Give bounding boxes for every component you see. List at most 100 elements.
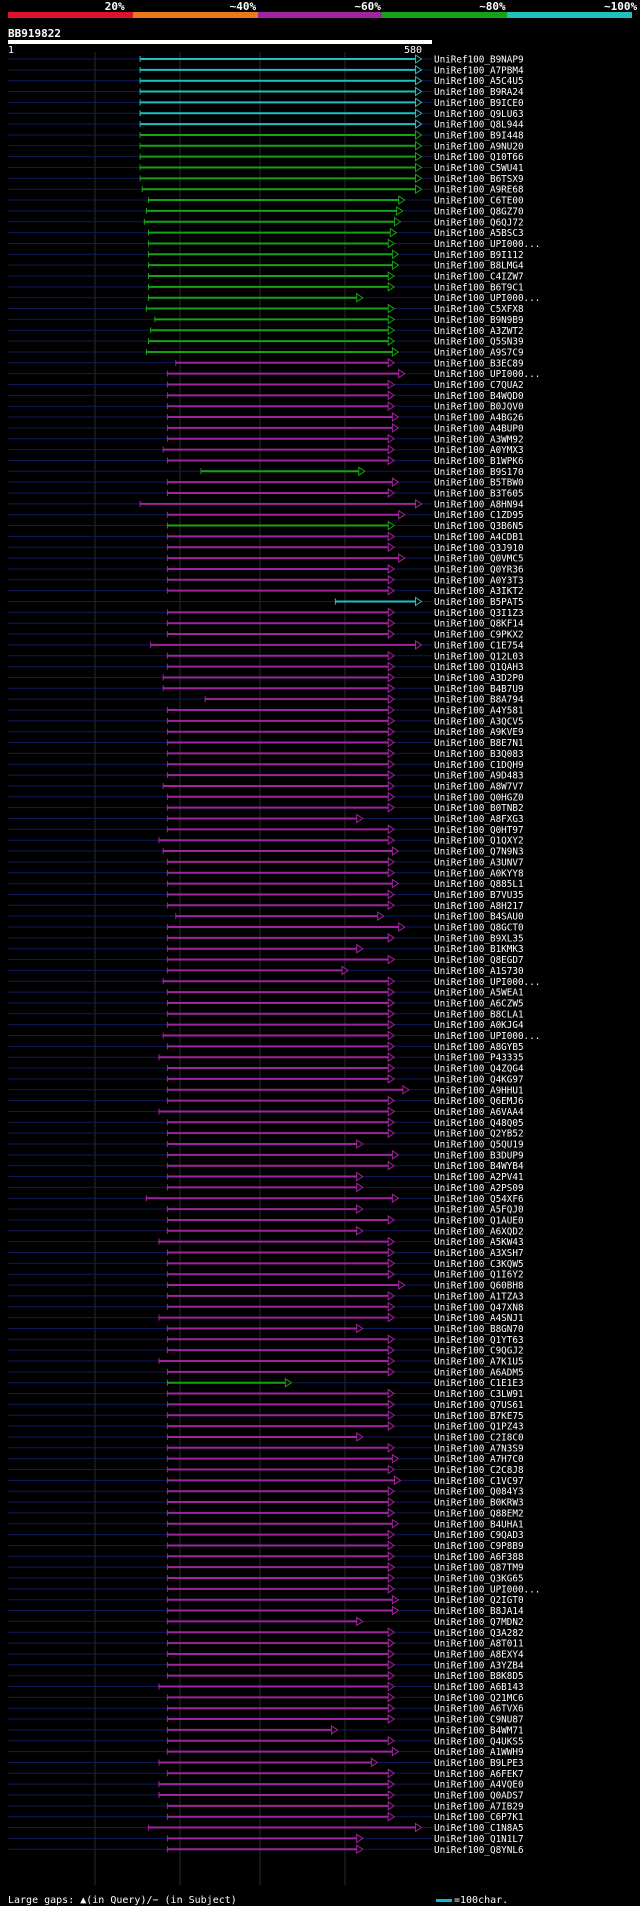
hit-label[interactable]: UniRef100_Q1PZ43: [434, 1422, 524, 1433]
hit-label[interactable]: UniRef100_Q9LU63: [434, 109, 524, 120]
hit-label[interactable]: UniRef100_A6VAA4: [434, 1107, 524, 1118]
hit-label[interactable]: UniRef100_B6T9C1: [434, 282, 524, 293]
hit-label[interactable]: UniRef100_Q1QAH3: [434, 662, 524, 673]
hit-label[interactable]: UniRef100_B5PAT5: [434, 597, 524, 608]
hit-label[interactable]: UniRef100_C5WU41: [434, 163, 524, 174]
hit-label[interactable]: UniRef100_Q47XN8: [434, 1302, 524, 1313]
hit-label[interactable]: UniRef100_B1WPK6: [434, 456, 524, 467]
hit-label[interactable]: UniRef100_Q1I6Y2: [434, 1270, 524, 1281]
hit-label[interactable]: UniRef100_A9KVE9: [434, 727, 524, 738]
hit-label[interactable]: UniRef100_B4B7U9: [434, 684, 524, 695]
hit-label[interactable]: UniRef100_C1ZD95: [434, 510, 524, 521]
hit-label[interactable]: UniRef100_A6B143: [434, 1682, 524, 1693]
hit-label[interactable]: UniRef100_A8H217: [434, 901, 524, 912]
hit-label[interactable]: UniRef100_A6FEK7: [434, 1769, 524, 1780]
hit-label[interactable]: UniRef100_B1KMK3: [434, 944, 524, 955]
hit-label[interactable]: UniRef100_Q88EM2: [434, 1508, 524, 1519]
hit-label[interactable]: UniRef100_Q8KF14: [434, 619, 524, 630]
hit-label[interactable]: UniRef100_Q3A282: [434, 1628, 524, 1639]
hit-label[interactable]: UniRef100_A5WEA1: [434, 988, 524, 999]
hit-label[interactable]: UniRef100_A2PV41: [434, 1172, 524, 1183]
hit-label[interactable]: UniRef100_B3EC89: [434, 358, 524, 369]
hit-label[interactable]: UniRef100_B9ICE0: [434, 98, 524, 109]
hit-label[interactable]: UniRef100_B9LPE3: [434, 1758, 524, 1769]
hit-label[interactable]: UniRef100_A9S7C9: [434, 347, 524, 358]
hit-label[interactable]: UniRef100_B8JA14: [434, 1606, 524, 1617]
hit-label[interactable]: UniRef100_B7VU35: [434, 890, 524, 901]
hit-label[interactable]: UniRef100_C1VC97: [434, 1476, 524, 1487]
hit-label[interactable]: UniRef100_B8A794: [434, 695, 524, 706]
hit-label[interactable]: UniRef100_A5KW43: [434, 1237, 524, 1248]
hit-label[interactable]: UniRef100_A8HN94: [434, 499, 524, 510]
hit-label[interactable]: UniRef100_A8W7V7: [434, 781, 524, 792]
hit-label[interactable]: UniRef100_P43335: [434, 1053, 524, 1064]
hit-label[interactable]: UniRef100_B8K8D5: [434, 1671, 524, 1682]
hit-label[interactable]: UniRef100_A1WWH9: [434, 1747, 524, 1758]
hit-label[interactable]: UniRef100_Q1N1L7: [434, 1834, 524, 1845]
hit-label[interactable]: UniRef100_Q2IGT0: [434, 1595, 524, 1606]
hit-label[interactable]: UniRef100_Q4ZQG4: [434, 1064, 524, 1075]
hit-label[interactable]: UniRef100_C9QGJ2: [434, 1346, 524, 1357]
hit-label[interactable]: UniRef100_A8GYB5: [434, 1042, 524, 1053]
hit-label[interactable]: UniRef100_A6CZW5: [434, 998, 524, 1009]
hit-label[interactable]: UniRef100_Q1QXY2: [434, 836, 524, 847]
hit-label[interactable]: UniRef100_B9S170: [434, 467, 524, 478]
hit-label[interactable]: UniRef100_B3T605: [434, 489, 524, 500]
hit-label[interactable]: UniRef100_A9NU20: [434, 141, 524, 152]
hit-label[interactable]: UniRef100_A5FQJ0: [434, 1205, 524, 1216]
hit-label[interactable]: UniRef100_A3YZB4: [434, 1660, 524, 1671]
hit-label[interactable]: UniRef100_UPI000...: [434, 1031, 540, 1042]
hit-label[interactable]: UniRef100_Q7N9N3: [434, 847, 524, 858]
hit-label[interactable]: UniRef100_C5XFX8: [434, 304, 524, 315]
hit-label[interactable]: UniRef100_A6XQD2: [434, 1226, 524, 1237]
hit-label[interactable]: UniRef100_Q4UKS5: [434, 1736, 524, 1747]
hit-label[interactable]: UniRef100_Q3B6N5: [434, 521, 524, 532]
hit-label[interactable]: UniRef100_A8FXG3: [434, 814, 524, 825]
hit-label[interactable]: UniRef100_UPI000...: [434, 293, 540, 304]
hit-label[interactable]: UniRef100_Q87TM9: [434, 1563, 524, 1574]
hit-label[interactable]: UniRef100_C6TE00: [434, 196, 524, 207]
hit-label[interactable]: UniRef100_A7IB29: [434, 1801, 524, 1812]
hit-label[interactable]: UniRef100_B0TNB2: [434, 803, 524, 814]
hit-label[interactable]: UniRef100_Q8GZ70: [434, 206, 524, 217]
hit-label[interactable]: UniRef100_C9P8B9: [434, 1541, 524, 1552]
hit-label[interactable]: UniRef100_UPI000...: [434, 369, 540, 380]
hit-label[interactable]: UniRef100_A4CDB1: [434, 532, 524, 543]
hit-label[interactable]: UniRef100_Q0HT97: [434, 825, 524, 836]
hit-label[interactable]: UniRef100_A8T011: [434, 1639, 524, 1650]
hit-label[interactable]: UniRef100_B9N9B9: [434, 315, 524, 326]
hit-label[interactable]: UniRef100_A2PS09: [434, 1183, 524, 1194]
hit-label[interactable]: UniRef100_Q12L03: [434, 651, 524, 662]
hit-label[interactable]: UniRef100_A7K1U5: [434, 1357, 524, 1368]
hit-label[interactable]: UniRef100_Q5QU19: [434, 1140, 524, 1151]
hit-label[interactable]: UniRef100_Q3I1Z3: [434, 608, 524, 619]
hit-label[interactable]: UniRef100_A3QCV5: [434, 716, 524, 727]
hit-label[interactable]: UniRef100_A9RE68: [434, 185, 524, 196]
hit-label[interactable]: UniRef100_Q8YNL6: [434, 1845, 524, 1856]
hit-label[interactable]: UniRef100_B0KRW3: [434, 1498, 524, 1509]
hit-label[interactable]: UniRef100_C3KQW5: [434, 1259, 524, 1270]
hit-label[interactable]: UniRef100_A0KJG4: [434, 1020, 524, 1031]
hit-label[interactable]: UniRef100_Q0HGZ0: [434, 792, 524, 803]
hit-label[interactable]: UniRef100_A9HHU1: [434, 1085, 524, 1096]
hit-label[interactable]: UniRef100_Q0VMC5: [434, 554, 524, 565]
hit-label[interactable]: UniRef100_C1E754: [434, 640, 524, 651]
hit-label[interactable]: UniRef100_A4BG26: [434, 413, 524, 424]
hit-label[interactable]: UniRef100_Q5SN39: [434, 337, 524, 348]
hit-label[interactable]: UniRef100_UPI000...: [434, 977, 540, 988]
hit-label[interactable]: UniRef100_Q2YB52: [434, 1129, 524, 1140]
hit-label[interactable]: UniRef100_Q3J910: [434, 543, 524, 554]
hit-label[interactable]: UniRef100_B4WM71: [434, 1725, 524, 1736]
hit-label[interactable]: UniRef100_A0YMX3: [434, 445, 524, 456]
hit-label[interactable]: UniRef100_Q48Q05: [434, 1118, 524, 1129]
hit-label[interactable]: UniRef100_A3D2P0: [434, 673, 524, 684]
hit-label[interactable]: UniRef100_A0Y3T3: [434, 575, 524, 586]
hit-label[interactable]: UniRef100_A9D483: [434, 771, 524, 782]
hit-label[interactable]: UniRef100_C9QAD3: [434, 1530, 524, 1541]
hit-label[interactable]: UniRef100_C2I8C0: [434, 1432, 524, 1443]
hit-label[interactable]: UniRef100_Q60BH8: [434, 1281, 524, 1292]
hit-label[interactable]: UniRef100_A6F388: [434, 1552, 524, 1563]
hit-label[interactable]: UniRef100_B9XL35: [434, 933, 524, 944]
hit-label[interactable]: UniRef100_Q10T66: [434, 152, 524, 163]
hit-label[interactable]: UniRef100_A6TVX6: [434, 1704, 524, 1715]
